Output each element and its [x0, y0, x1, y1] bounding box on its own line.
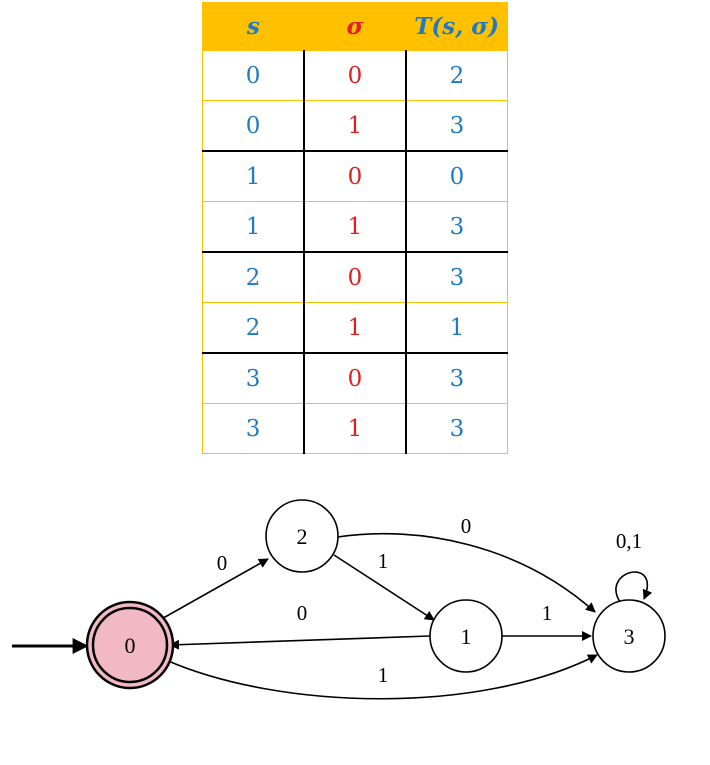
- cell-state: 3: [202, 403, 306, 454]
- transition-label-2-to-1: 1: [378, 549, 389, 573]
- transition-label-3-to-3: 0,1: [616, 529, 642, 553]
- cell-state: 2: [202, 251, 306, 303]
- cell-next-state: 3: [405, 251, 508, 303]
- state-label-1: 1: [461, 624, 472, 649]
- state-node-2: [265, 499, 339, 573]
- state-node-1: [429, 599, 503, 673]
- cell-state: 0: [202, 100, 306, 151]
- cell-symbol: 1: [304, 302, 407, 353]
- transition-0-to-3: [165, 654, 598, 700]
- states-layer: 0 2 1 3: [85, 499, 666, 690]
- state-node-0: [91, 606, 169, 684]
- transition-1-to-0: [169, 635, 431, 650]
- transition-0-to-2: [157, 558, 269, 622]
- transition-label-1-to-0: 0: [297, 601, 308, 625]
- state-label-3: 3: [624, 624, 635, 649]
- cell-next-state: 0: [405, 150, 508, 202]
- transition-label-0-to-2: 0: [217, 551, 228, 575]
- header-transition: T(s, σ): [405, 2, 508, 51]
- cell-symbol: 0: [304, 352, 407, 404]
- cell-next-state: 3: [405, 100, 508, 151]
- cell-symbol: 1: [304, 403, 407, 454]
- cell-state: 1: [202, 201, 306, 252]
- cell-state: 0: [202, 50, 306, 101]
- state-node-3: [592, 599, 666, 673]
- cell-symbol: 0: [304, 150, 407, 202]
- cell-next-state: 2: [405, 50, 508, 101]
- cell-next-state: 1: [405, 302, 508, 353]
- table-header-row: s σ T(s, σ): [202, 2, 508, 51]
- header-state: s: [202, 2, 305, 51]
- edges-layer: 0 1 0 0 1 1 0,1: [12, 514, 653, 700]
- cell-symbol: 0: [304, 251, 407, 303]
- cell-next-state: 3: [405, 403, 508, 454]
- transition-2-to-1: [333, 554, 435, 621]
- transition-label-1-to-3: 1: [542, 601, 553, 625]
- state-label-2: 2: [297, 524, 308, 549]
- cell-symbol: 0: [304, 50, 407, 101]
- transition-2-to-3: [337, 532, 596, 613]
- state-label-0: 0: [125, 633, 136, 658]
- cell-state: 3: [202, 352, 306, 404]
- cell-state: 1: [202, 150, 306, 202]
- cell-symbol: 1: [304, 100, 407, 151]
- transition-3-to-3: [615, 571, 653, 603]
- transition-label-0-to-3: 1: [378, 663, 389, 687]
- header-symbol: σ: [303, 2, 407, 51]
- cell-state: 2: [202, 302, 306, 353]
- cell-next-state: 3: [405, 201, 508, 252]
- cell-next-state: 3: [405, 352, 508, 404]
- cell-symbol: 1: [304, 201, 407, 252]
- transition-label-2-to-3: 0: [461, 514, 472, 538]
